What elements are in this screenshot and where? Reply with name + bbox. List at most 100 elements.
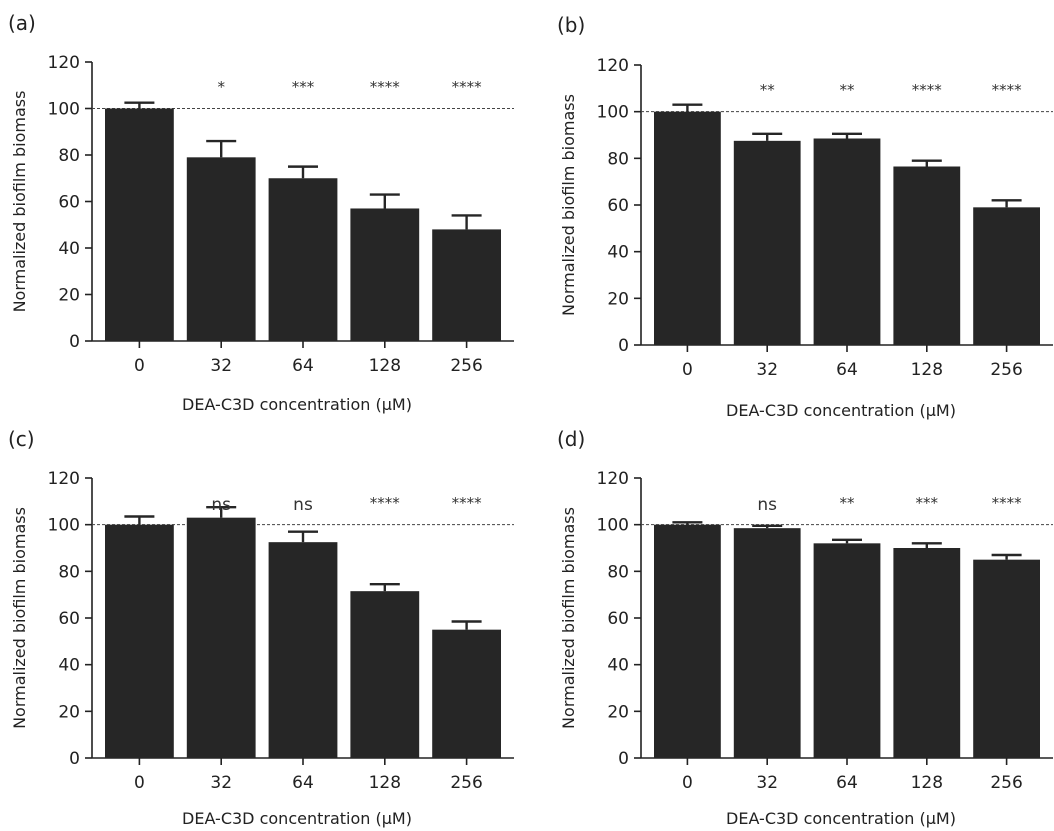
y-axis-title: Normalized biofilm biomass — [559, 507, 578, 729]
y-axis-title: Normalized biofilm biomass — [10, 91, 29, 313]
x-tick-label: 32 — [210, 356, 232, 376]
bar — [105, 108, 174, 341]
bar — [268, 542, 338, 758]
significance-label: **** — [370, 78, 401, 96]
x-tick-label: 128 — [911, 360, 943, 380]
panel-label: (a) — [8, 11, 36, 35]
y-axis-title: Normalized biofilm biomass — [559, 94, 578, 316]
y-tick-label: 0 — [69, 749, 80, 769]
x-tick-label: 128 — [911, 773, 943, 793]
x-tick-label: 0 — [682, 773, 693, 793]
bar — [350, 591, 420, 758]
significance-label: **** — [370, 494, 401, 512]
significance-label: **** — [912, 81, 943, 99]
x-axis-title: DEA-C3D concentration (μM) — [726, 401, 956, 420]
y-tick-label: 120 — [48, 469, 80, 489]
x-axis-title: DEA-C3D concentration (μM) — [182, 809, 412, 828]
x-tick-label: 128 — [369, 356, 401, 376]
y-tick-label: 20 — [607, 289, 629, 309]
y-tick-label: 80 — [58, 562, 80, 582]
bar — [893, 166, 961, 345]
y-tick-label: 120 — [597, 469, 629, 489]
panel-label: (c) — [8, 427, 35, 451]
y-tick-label: 20 — [607, 702, 629, 722]
bar — [654, 524, 721, 758]
significance-label: * — [217, 78, 225, 96]
x-tick-label: 64 — [836, 773, 858, 793]
significance-label: ** — [760, 81, 776, 99]
y-tick-label: 40 — [607, 656, 629, 676]
y-axis-title: Normalized biofilm biomass — [10, 507, 29, 729]
y-tick-label: 100 — [48, 516, 80, 536]
panel-label: (b) — [557, 13, 585, 37]
bar — [813, 543, 881, 758]
bar — [733, 528, 801, 758]
y-tick-label: 120 — [597, 56, 629, 76]
y-tick-label: 0 — [69, 332, 80, 352]
y-tick-label: 40 — [607, 243, 629, 263]
y-tick-label: 100 — [48, 100, 80, 120]
chart-panel-d: (d) 0 20 40 60 80 100 120 0 32 ns 64 ** 128 *** 256 ****… — [557, 427, 1053, 828]
x-tick-label: 64 — [836, 360, 858, 380]
y-tick-label: 20 — [58, 286, 80, 306]
x-tick-label: 256 — [990, 773, 1022, 793]
bar — [186, 517, 256, 758]
x-tick-label: 32 — [210, 773, 232, 793]
significance-label: ns — [293, 495, 313, 515]
significance-label: *** — [292, 78, 315, 96]
significance-label: *** — [916, 494, 939, 512]
bar — [973, 559, 1040, 758]
panel-label: (d) — [557, 427, 585, 451]
x-tick-label: 128 — [369, 773, 401, 793]
x-axis-title: DEA-C3D concentration (μM) — [726, 809, 956, 828]
x-tick-label: 256 — [990, 360, 1022, 380]
y-tick-label: 100 — [597, 516, 629, 536]
x-tick-label: 64 — [292, 773, 314, 793]
x-tick-label: 0 — [134, 356, 145, 376]
bar — [186, 157, 256, 341]
y-tick-label: 0 — [618, 336, 629, 356]
x-tick-label: 32 — [756, 773, 778, 793]
bar — [813, 138, 881, 345]
x-tick-label: 64 — [292, 356, 314, 376]
significance-label: **** — [992, 494, 1023, 512]
x-tick-label: 256 — [450, 356, 482, 376]
significance-label: ** — [840, 81, 856, 99]
x-tick-label: 0 — [134, 773, 145, 793]
chart-panel-c: (c) 0 20 40 60 80 100 120 0 32 ns 64 ns 128 **** 256 ***… — [8, 427, 514, 828]
x-tick-label: 0 — [682, 360, 693, 380]
y-tick-label: 120 — [48, 53, 80, 73]
y-tick-label: 40 — [58, 239, 80, 259]
y-tick-label: 40 — [58, 656, 80, 676]
bar — [432, 229, 501, 341]
y-tick-label: 60 — [607, 196, 629, 216]
bar — [733, 140, 801, 345]
y-tick-label: 100 — [597, 103, 629, 123]
y-tick-label: 0 — [618, 749, 629, 769]
bar — [654, 111, 721, 346]
significance-label: ns — [211, 495, 231, 515]
x-tick-label: 32 — [756, 360, 778, 380]
x-tick-label: 256 — [450, 773, 482, 793]
significance-label: **** — [452, 78, 483, 96]
significance-label: **** — [992, 81, 1023, 99]
bar — [268, 178, 338, 341]
y-tick-label: 80 — [607, 562, 629, 582]
chart-panel-b: (b) 0 20 40 60 80 100 120 0 32 ** 64 ** 128 **** 256 ***… — [557, 13, 1053, 420]
x-axis-title: DEA-C3D concentration (μM) — [182, 395, 412, 414]
y-tick-label: 80 — [607, 149, 629, 169]
significance-label: **** — [452, 494, 483, 512]
significance-label: ** — [840, 494, 856, 512]
chart-panel-a: (a) 0 20 40 60 80 100 120 0 32 * 64 *** 128 **** 256 ***… — [8, 11, 514, 414]
bar — [105, 524, 174, 758]
y-tick-label: 60 — [58, 609, 80, 629]
bar — [350, 208, 420, 341]
y-tick-label: 80 — [58, 146, 80, 166]
significance-label: ns — [757, 495, 777, 515]
bar — [893, 548, 961, 758]
bar — [432, 629, 501, 758]
y-tick-label: 60 — [58, 193, 80, 213]
y-tick-label: 60 — [607, 609, 629, 629]
y-tick-label: 20 — [58, 702, 80, 722]
